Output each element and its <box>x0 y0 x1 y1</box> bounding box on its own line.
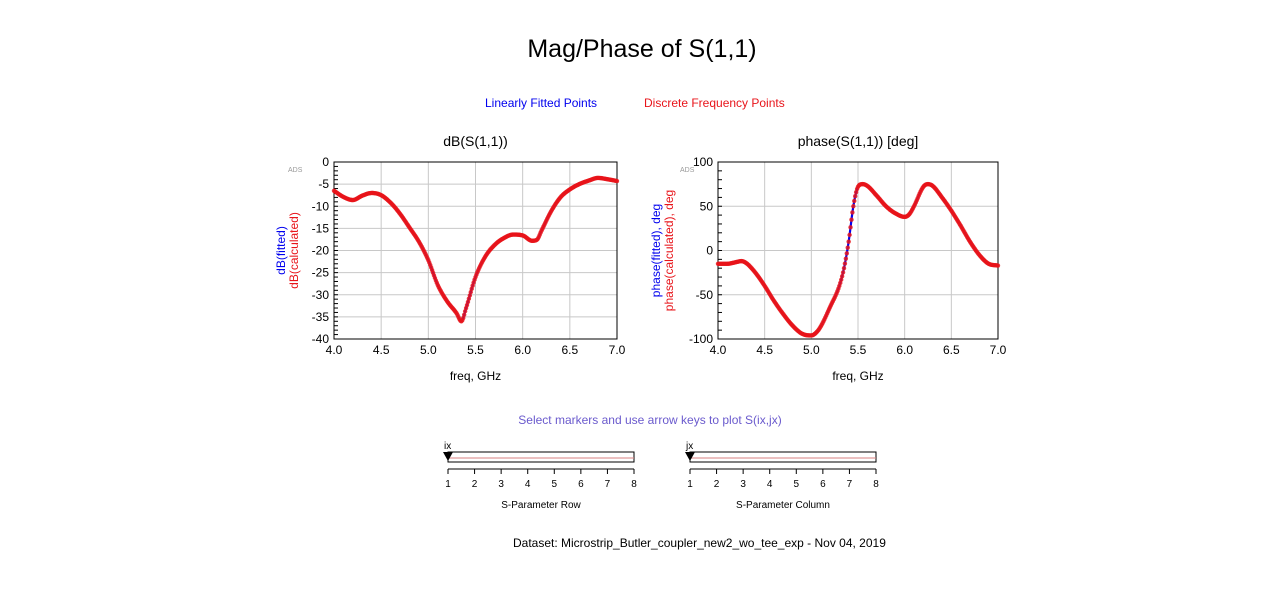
y-tick-label: -50 <box>696 288 714 302</box>
db-chart: dB(S(1,1)) ADS 4.0 4.5 5.0 5.5 6.0 6.5 7.0 0 -5 -10… <box>274 133 626 383</box>
slider-handle-icon <box>443 452 453 461</box>
dataset-label: Dataset: Microstrip_Butler_coupler_new2_… <box>513 536 886 550</box>
y-axis-label-fitted: dB(fitted) <box>274 226 288 275</box>
calculated-point <box>850 210 855 215</box>
y-tick-label: -30 <box>312 288 330 302</box>
y-tick-label: -40 <box>312 332 330 346</box>
slider-track <box>689 451 877 463</box>
slider-tick-label: 6 <box>578 479 584 490</box>
y-axis-label-calculated: phase(calculated), deg <box>662 190 676 311</box>
y-tick-label: -10 <box>312 199 330 213</box>
calculated-point <box>851 204 856 209</box>
slider-track <box>447 451 635 463</box>
x-tick-label: 6.0 <box>514 343 531 357</box>
x-tick-label: 5.0 <box>420 343 437 357</box>
slider-tick-label: 1 <box>687 479 693 490</box>
slider-tick-label: 8 <box>873 479 879 490</box>
slider-var-label: jx <box>685 441 693 452</box>
slider-tick-label: 2 <box>714 479 720 490</box>
plot-frame <box>333 161 618 340</box>
marker-instruction: Select markers and use arrow keys to plo… <box>518 413 782 427</box>
calculated-point <box>846 239 851 244</box>
x-tick-label: 7.0 <box>990 343 1007 357</box>
y-tick-label: -35 <box>312 310 330 324</box>
y-tick-label: -20 <box>312 244 330 258</box>
y-tick-label: -5 <box>318 177 329 191</box>
x-tick-label: 4.5 <box>756 343 773 357</box>
slider-var-label: ix <box>444 441 451 452</box>
phase-chart: phase(S(1,1)) [deg] ADS 4.0 4.5 5.0 5.5 6.0 6.5… <box>649 133 1007 383</box>
calculated-point <box>841 266 847 271</box>
calculated-point <box>844 251 849 256</box>
y-tick-label: -100 <box>689 332 713 346</box>
calculated-point <box>995 263 1001 268</box>
slider-tick-label: 2 <box>472 479 478 490</box>
slider-tick-label: 3 <box>498 479 504 490</box>
calculated-point <box>848 225 853 230</box>
y-axis-label-fitted: phase(fitted), deg <box>649 204 663 297</box>
slider-tick-label: 6 <box>820 479 826 490</box>
slider-tick-label: 5 <box>794 479 800 490</box>
x-tick-label: 6.5 <box>943 343 960 357</box>
x-tick-label: 5.0 <box>803 343 820 357</box>
calculated-points <box>331 175 620 324</box>
y-tick-label: 50 <box>700 199 714 213</box>
slider-tick-label: 7 <box>605 479 611 490</box>
x-tick-label: 5.5 <box>850 343 867 357</box>
plot-frame <box>717 161 999 340</box>
x-tick-label: 5.5 <box>467 343 484 357</box>
calculated-point <box>845 245 850 250</box>
calculated-point <box>461 312 467 317</box>
y-tick-label: -15 <box>312 221 330 235</box>
chart-title: dB(S(1,1)) <box>443 133 508 149</box>
x-tick-label: 6.5 <box>561 343 578 357</box>
calculated-point <box>614 178 620 184</box>
slider-tick-label: 1 <box>445 479 451 490</box>
calculated-point <box>840 270 846 275</box>
y-tick-label: -25 <box>312 266 330 280</box>
chart-title: phase(S(1,1)) [deg] <box>798 133 919 149</box>
ads-tag: ADS <box>288 167 303 174</box>
x-tick-label: 7.0 <box>609 343 626 357</box>
calculated-point <box>853 194 858 199</box>
y-tick-label: 0 <box>322 155 329 169</box>
calculated-point <box>849 217 854 222</box>
x-tick-label: 4.0 <box>326 343 343 357</box>
slider-tick-label: 4 <box>767 479 773 490</box>
calculated-point <box>842 261 848 266</box>
x-axis-label: freq, GHz <box>450 369 501 383</box>
calculated-point <box>852 198 857 204</box>
column-slider[interactable]: jx 1 2 3 4 5 6 7 8 S-Parameter Column <box>680 440 885 515</box>
slider-handle-icon <box>685 452 695 461</box>
y-axis-label-calculated: dB(calculated) <box>287 212 301 289</box>
x-tick-label: 6.0 <box>896 343 913 357</box>
legend-calculated: Discrete Frequency Points <box>644 96 785 110</box>
row-slider[interactable]: ix 1 2 3 4 5 6 7 8 S-Parameter Row <box>438 440 643 515</box>
slider-tick-label: 4 <box>525 479 531 490</box>
slider-tick-label: 8 <box>631 479 637 490</box>
page-title: Mag/Phase of S(1,1) <box>527 35 757 63</box>
slider-tick-label: 3 <box>740 479 746 490</box>
calculated-point <box>839 277 844 282</box>
calculated-point <box>843 256 849 261</box>
calculated-point <box>467 293 473 298</box>
x-axis-label: freq, GHz <box>832 369 883 383</box>
slider-tick-label: 5 <box>552 479 558 490</box>
y-tick-label: 0 <box>706 244 713 258</box>
x-tick-label: 4.5 <box>373 343 390 357</box>
y-tick-label: 100 <box>693 155 713 169</box>
calculated-point <box>839 274 845 279</box>
calculated-point <box>847 232 852 238</box>
x-tick-label: 4.0 <box>710 343 727 357</box>
ads-tag: ADS <box>680 167 695 174</box>
slider-tick-label: 7 <box>847 479 853 490</box>
calculated-points <box>715 181 1001 338</box>
slider-title: S-Parameter Row <box>501 500 581 511</box>
legend-fitted: Linearly Fitted Points <box>485 96 598 110</box>
slider-title: S-Parameter Column <box>736 500 830 511</box>
